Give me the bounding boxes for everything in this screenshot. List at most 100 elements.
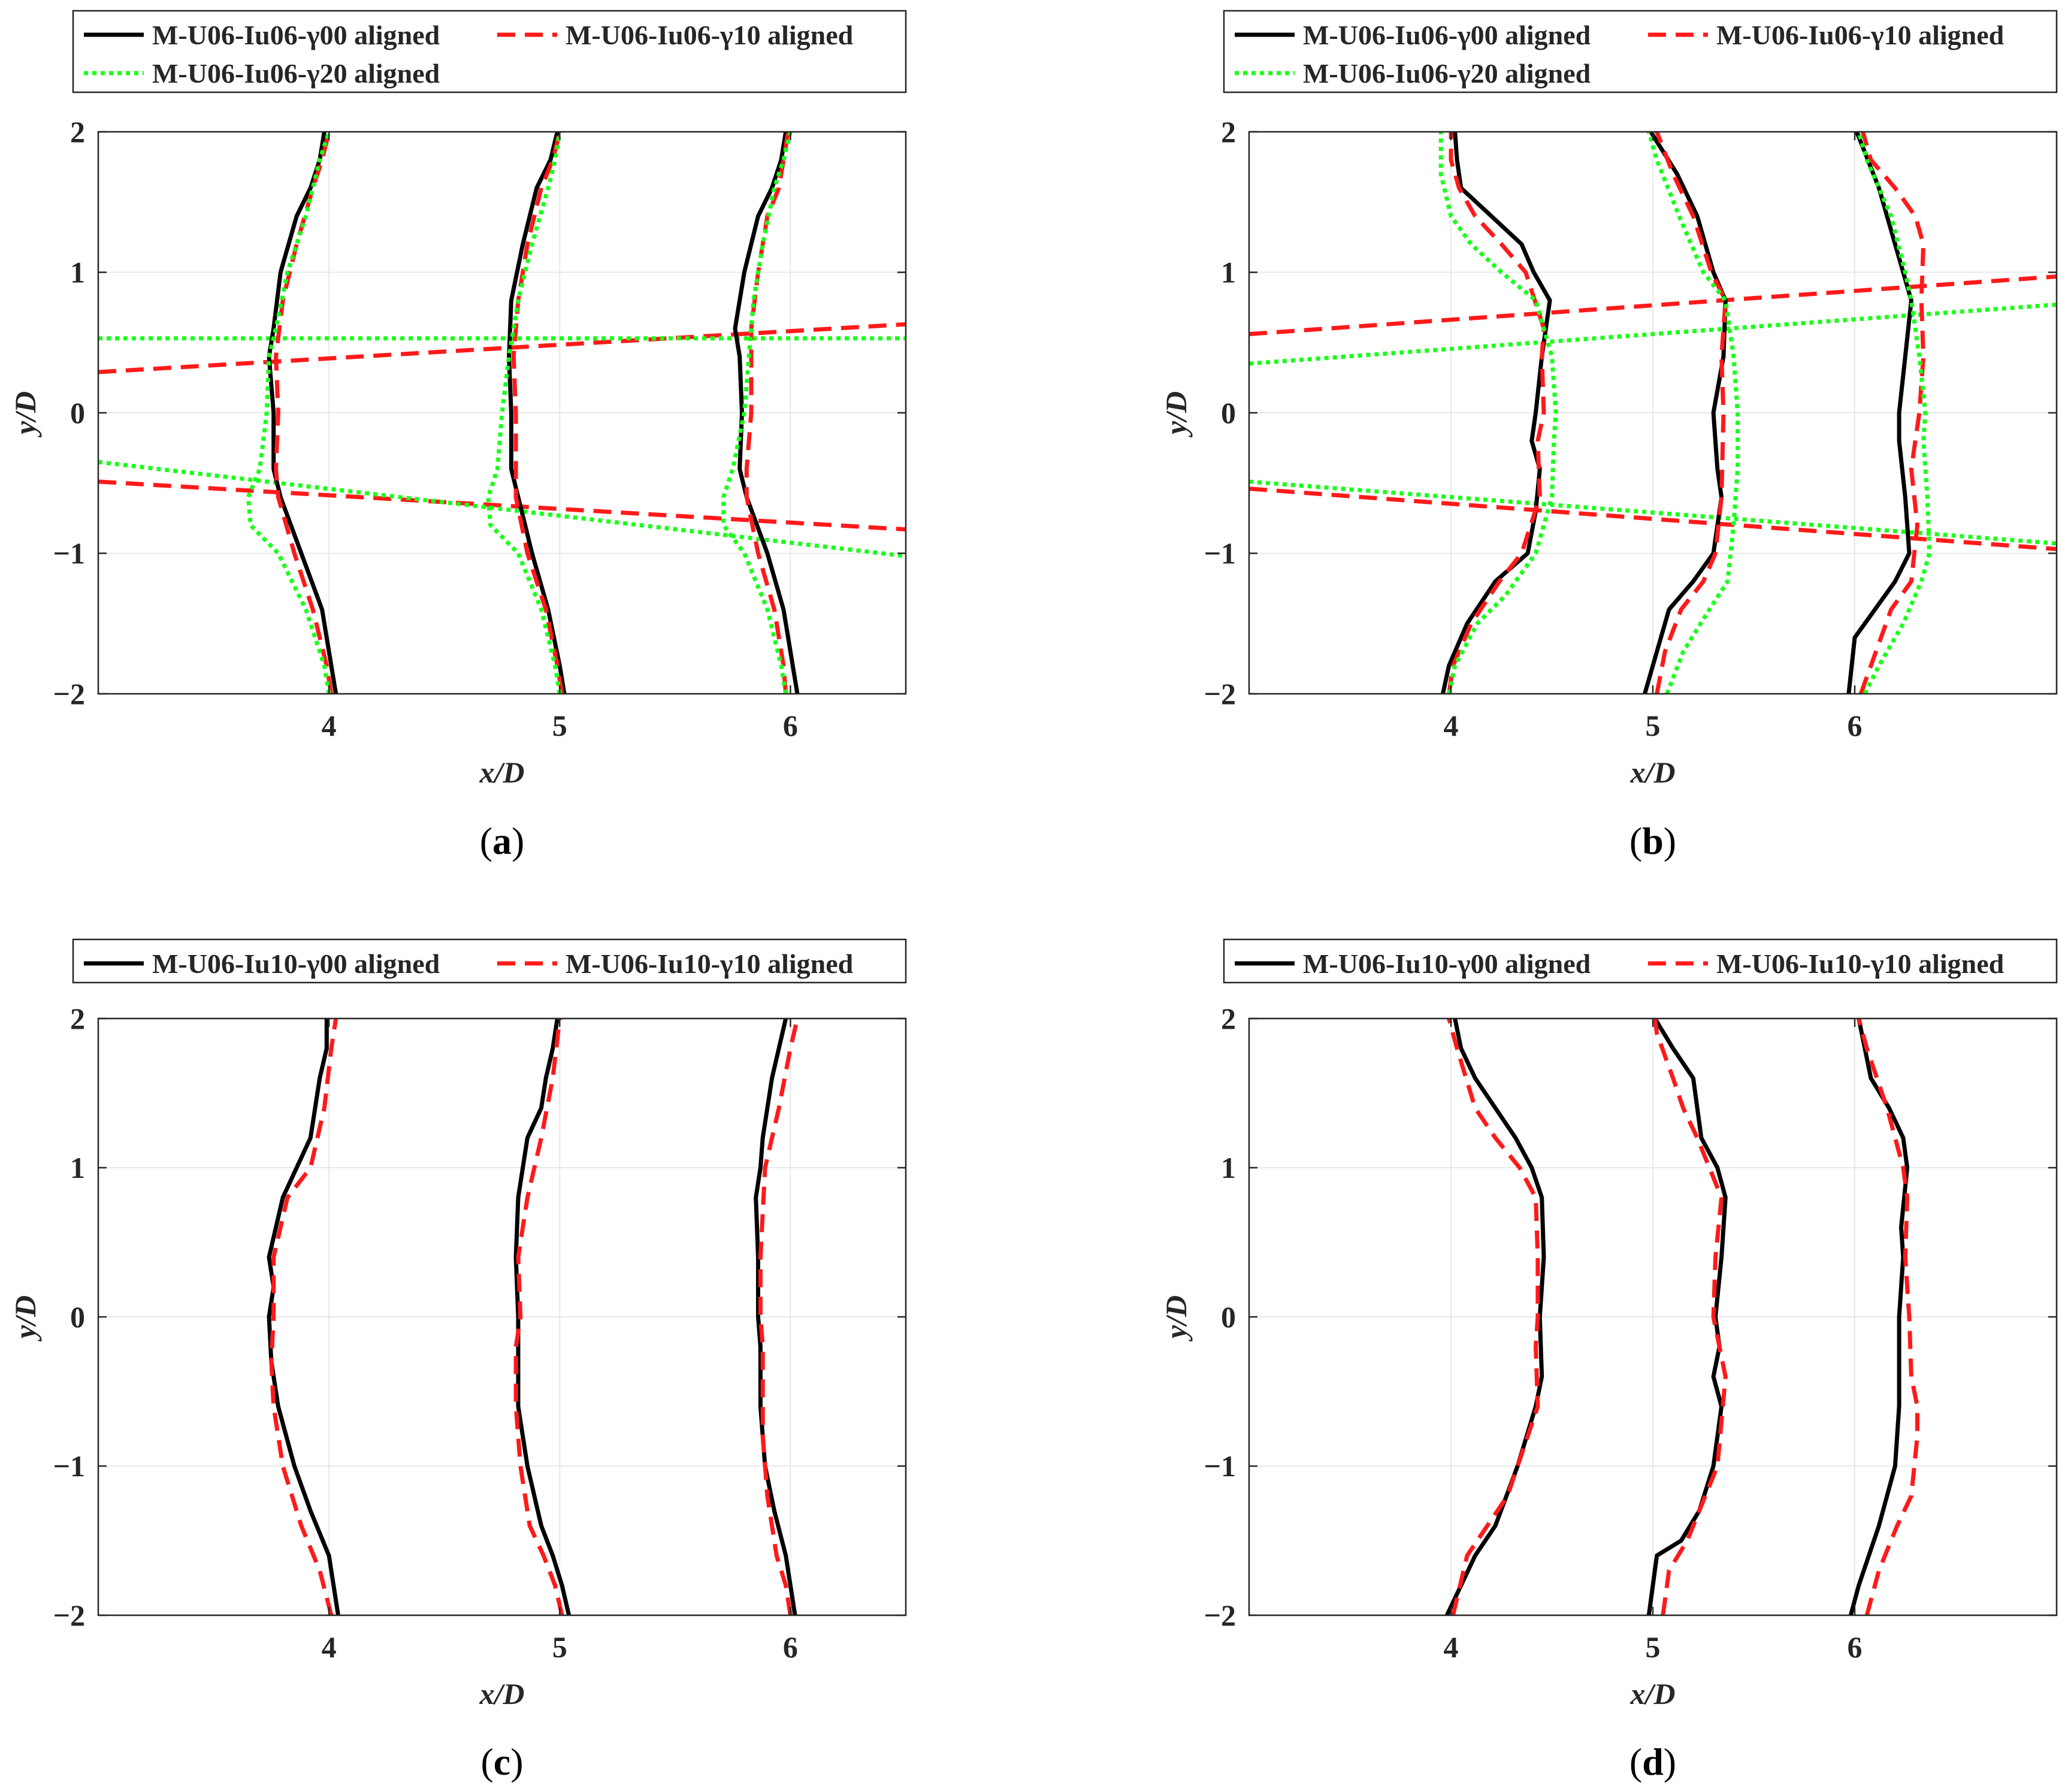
y-tick-label: 1 [70, 256, 85, 289]
legend-entry: M-U06-Iu10-γ00 aligned [1303, 948, 1591, 979]
y-axis-label: y/D [1159, 1295, 1193, 1341]
y-tick-label: −1 [53, 537, 86, 570]
x-tick-label: 6 [1848, 709, 1863, 742]
profile-line-series-2-0 [1438, 132, 1558, 694]
profile-line-series-0-1 [1646, 1019, 1728, 1615]
fit-line-series-1-0 [98, 322, 906, 374]
x-tick-label: 5 [552, 709, 567, 742]
legend-entry: M-U06-Iu10-γ00 aligned [152, 948, 440, 979]
y-tick-label: 0 [70, 396, 85, 430]
y-tick-label: 0 [1221, 1300, 1236, 1334]
profile-line-series-0-0 [267, 132, 338, 694]
fit-line-series-2-1 [1249, 479, 2057, 546]
profile-line-series-0-2 [1848, 1019, 1910, 1615]
legend-entry: M-U06-Iu10-γ10 aligned [566, 948, 854, 979]
y-axis-label: y/D [1159, 391, 1193, 437]
x-tick-label: 6 [783, 709, 798, 742]
legend-box [72, 10, 907, 93]
x-axis-label: x/D [1630, 756, 1676, 789]
fit-line-series-2-1 [98, 460, 906, 558]
legend-entry: M-U06-Iu06-γ10 aligned [1716, 20, 2005, 50]
x-axis-label: x/D [479, 1677, 525, 1711]
profile-line-series-2-2 [1857, 132, 1932, 694]
panel-caption: (b) [1629, 820, 1676, 862]
profile-line-series-1-1 [1652, 1019, 1728, 1615]
x-tick-label: 6 [783, 1630, 798, 1664]
x-tick-label: 5 [1646, 1630, 1661, 1664]
profile-line-series-2-1 [486, 132, 562, 694]
profile-line-series-1-0 [274, 132, 334, 694]
legend: M-U06-Iu06-γ00 aligned M-U06-Iu06-γ10 ali… [72, 10, 907, 93]
legend-entry: M-U06-Iu06-γ20 aligned [152, 58, 440, 89]
profile-line-series-0-1 [1643, 132, 1728, 694]
profile-line-series-1-0 [269, 1019, 338, 1615]
legend-entry: M-U06-Iu06-γ00 aligned [1303, 20, 1591, 50]
profile-line-series-1-0 [1447, 1019, 1540, 1615]
series-layer [98, 132, 906, 694]
profile-line-series-1-1 [513, 1019, 564, 1615]
profile-line-series-2-2 [721, 132, 793, 694]
series-layer [267, 1019, 800, 1615]
legend-entry: M-U06-Iu06-γ10 aligned [566, 20, 854, 50]
x-tick-label: 4 [322, 1630, 337, 1664]
profile-line-series-1-2 [744, 132, 791, 694]
y-tick-label: −1 [1204, 1449, 1236, 1483]
profile-line-series-2-1 [1646, 132, 1740, 694]
fit-line-series-1-1 [98, 479, 906, 532]
profile-line-series-0-2 [733, 132, 800, 694]
x-axis-label: x/D [1630, 1677, 1676, 1711]
legend-entry: M-U06-Iu06-γ20 aligned [1303, 58, 1591, 89]
y-tick-label: 1 [70, 1151, 85, 1184]
profile-line-series-0-2 [754, 1019, 797, 1615]
y-tick-label: 0 [70, 1300, 85, 1334]
legend: M-U06-Iu10-γ00 aligned M-U06-Iu10-γ10 ali… [1223, 938, 2058, 984]
profile-line-series-0-2 [1846, 132, 1913, 694]
profile-line-series-0-0 [1441, 132, 1552, 694]
profile-line-series-0-1 [507, 132, 567, 694]
y-tick-label: −1 [53, 1449, 86, 1483]
legend-entry: M-U06-Iu10-γ10 aligned [1716, 948, 2005, 979]
panel-caption: (c) [480, 1740, 523, 1783]
profile-line-series-1-0 [1447, 132, 1546, 694]
y-tick-label: 2 [70, 115, 85, 149]
x-tick-label: 6 [1848, 1630, 1863, 1664]
y-tick-label: 1 [1221, 256, 1236, 289]
y-tick-label: −2 [53, 1598, 86, 1632]
profile-line-series-1-2 [1858, 132, 1926, 694]
y-axis-label: y/D [8, 391, 42, 437]
profile-line-series-0-0 [1445, 1019, 1546, 1615]
series-layer [1249, 132, 2057, 694]
legend-box [1223, 938, 2058, 984]
legend-box [1223, 10, 2058, 93]
y-tick-label: 2 [70, 1002, 85, 1035]
profile-line-series-0-1 [513, 1019, 572, 1615]
profile-line-series-1-1 [1655, 132, 1728, 694]
y-tick-label: −2 [53, 677, 86, 711]
profile-line-series-1-1 [511, 132, 564, 694]
panel-caption: (a) [480, 820, 525, 862]
y-tick-label: −2 [1204, 677, 1236, 711]
legend-box [72, 938, 907, 984]
x-tick-label: 4 [1444, 1630, 1459, 1664]
fit-line-series-1-1 [1249, 486, 2057, 551]
series-layer [1445, 1019, 1919, 1615]
y-tick-label: 2 [1221, 1002, 1236, 1035]
profile-line-series-1-2 [1857, 1019, 1919, 1615]
x-tick-label: 4 [322, 709, 337, 742]
profile-line-series-1-2 [758, 1019, 800, 1615]
legend: M-U06-Iu10-γ00 aligned M-U06-Iu10-γ10 ali… [72, 938, 907, 984]
y-tick-label: 2 [1221, 115, 1236, 149]
y-axis-label: y/D [8, 1295, 42, 1341]
x-tick-label: 5 [1646, 709, 1661, 742]
panel-caption: (d) [1629, 1740, 1676, 1783]
legend-entry: M-U06-Iu06-γ00 aligned [152, 20, 440, 50]
y-tick-label: 1 [1221, 1151, 1236, 1184]
legend: M-U06-Iu06-γ00 aligned M-U06-Iu06-γ10 ali… [1223, 10, 2058, 93]
y-tick-label: −1 [1204, 537, 1236, 570]
x-tick-label: 4 [1444, 709, 1459, 742]
x-tick-label: 5 [552, 1630, 567, 1664]
